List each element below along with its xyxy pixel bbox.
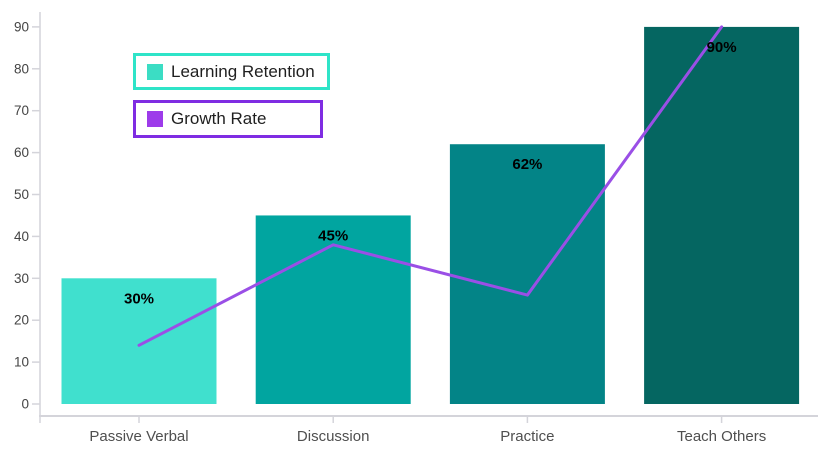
- y-axis-tick-label: 0: [21, 397, 29, 412]
- learning-retention-swatch-icon: [147, 63, 163, 80]
- y-axis-tick-label: 90: [14, 19, 29, 34]
- legend-item-growth-rate[interactable]: Growth Rate: [133, 100, 323, 138]
- legend-label-learning-retention: Learning Retention: [171, 61, 315, 81]
- y-axis-tick-label: 80: [14, 61, 29, 76]
- bar-teach-others[interactable]: [644, 26, 800, 405]
- growth-rate-swatch-icon: [147, 111, 163, 127]
- y-axis-tick-label: 40: [14, 229, 29, 244]
- legend-item-learning-retention[interactable]: Learning Retention: [133, 53, 330, 90]
- y-axis-tick-label: 20: [14, 313, 29, 328]
- legend-label-growth-rate: Growth Rate: [171, 109, 267, 128]
- growth-rate-line[interactable]: [137, 25, 724, 347]
- x-axis-category-label: Passive Verbal: [89, 428, 188, 445]
- y-axis-tick-label: 30: [14, 271, 29, 286]
- bar-data-label: 30%: [124, 290, 154, 307]
- x-axis-category-label: Practice: [500, 428, 554, 445]
- x-axis-category-label: Discussion: [297, 428, 370, 445]
- y-axis-tick-label: 10: [14, 355, 29, 370]
- y-axis-tick-label: 70: [14, 103, 29, 118]
- y-axis-tick-label: 60: [14, 145, 29, 160]
- y-axis-tick-label: 50: [14, 187, 29, 202]
- bar-data-label: 90%: [707, 39, 737, 56]
- bar-discussion[interactable]: [255, 215, 411, 404]
- bar-data-label: 62%: [512, 156, 542, 173]
- bar-data-label: 45%: [318, 227, 348, 244]
- x-axis-category-label: Teach Others: [677, 428, 766, 445]
- bar-passive-verbal[interactable]: [61, 278, 217, 404]
- bar-practice[interactable]: [449, 144, 605, 404]
